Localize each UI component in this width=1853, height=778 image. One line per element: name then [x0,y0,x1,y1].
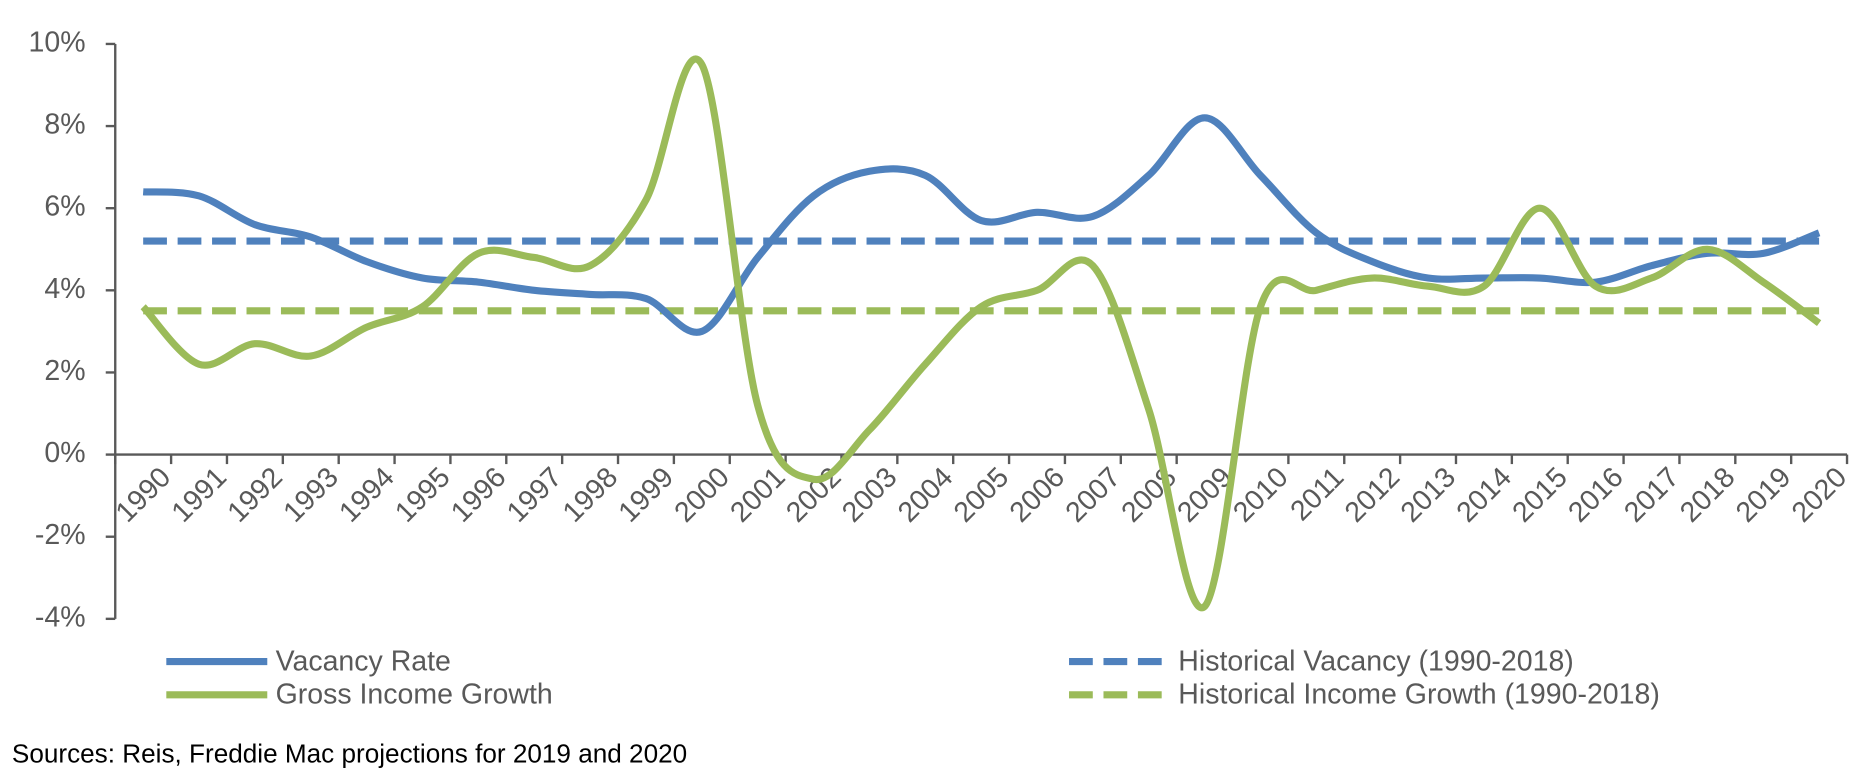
x-tick-label: 2006 [1004,461,1071,528]
x-tick-label: 1997 [501,461,568,528]
y-tick-label: 2% [44,355,85,387]
legend-label: Historical Income Growth (1990-2018) [1178,679,1660,711]
x-tick-label: 2003 [836,461,903,528]
y-tick-label: 10% [29,26,86,58]
x-tick-label: 2000 [668,461,735,528]
x-tick-label: 1991 [166,461,233,528]
x-tick-label: 2001 [724,461,791,528]
y-tick-label: -2% [35,519,86,551]
y-tick-label: 8% [44,109,85,141]
legend-label: Vacancy Rate [276,645,451,677]
x-tick-label: 2012 [1339,461,1406,528]
legend-label: Historical Vacancy (1990-2018) [1178,645,1574,677]
x-tick-label: 2014 [1450,461,1518,529]
x-tick-label: 1994 [333,461,401,529]
x-tick-label: 1992 [221,461,288,528]
series-line [140,55,1822,612]
x-tick-label: 2018 [1674,461,1741,528]
x-tick-label: 1995 [389,461,456,528]
series-line [142,114,1821,336]
x-tick-label: 2005 [948,461,1015,528]
x-tick-label: 2016 [1562,461,1629,528]
x-tick-label: 2015 [1506,461,1573,528]
x-tick-label: 2010 [1227,461,1294,528]
x-tick-label: 2011 [1284,461,1350,527]
x-tick-label: 2007 [1059,461,1126,528]
legend-label: Gross Income Growth [276,679,553,711]
x-tick-label: 2013 [1395,461,1462,528]
y-tick-label: -4% [35,601,86,633]
y-tick-label: 6% [44,191,85,223]
x-tick-label: 1990 [110,461,177,528]
y-tick-label: 0% [44,437,85,469]
x-tick-label: 1993 [277,461,344,528]
x-tick-label: 2019 [1730,461,1797,528]
x-tick-label: 1996 [445,461,512,528]
x-tick-label: 2004 [892,461,960,529]
x-tick-label: 1998 [557,461,624,528]
x-tick-label: 1999 [613,461,680,528]
source-note: Sources: Reis, Freddie Mac projections f… [12,738,687,768]
y-tick-label: 4% [44,273,85,305]
x-tick-label: 2020 [1786,461,1853,528]
x-tick-label: 2017 [1618,461,1685,528]
